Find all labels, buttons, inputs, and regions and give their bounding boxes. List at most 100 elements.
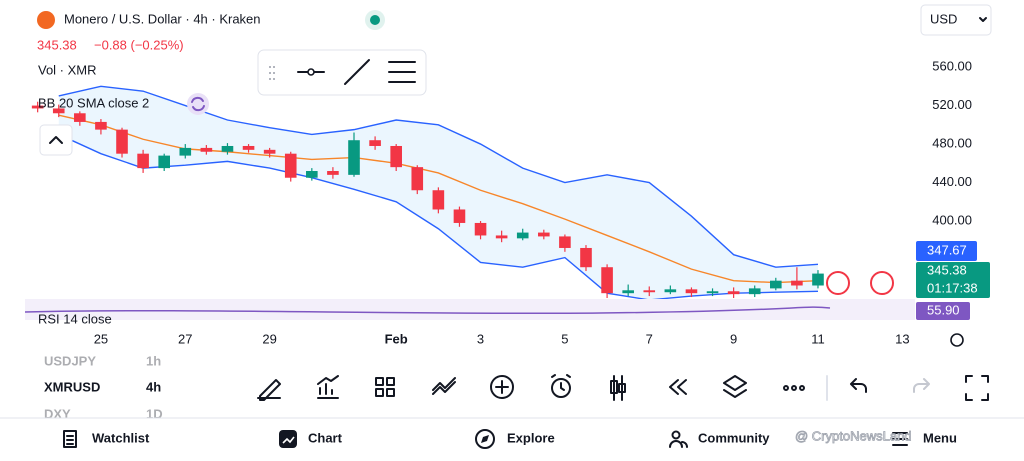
candle-body [31,105,44,109]
symbol: DXY [44,406,71,421]
redo-icon[interactable] [913,378,930,393]
symbol: USDJPY [44,353,96,368]
settings[interactable] [950,333,964,347]
bb-icon[interactable] [187,93,209,115]
y-tick-label: 440.00 [932,174,972,189]
symbol[interactable]: XMRUSD [44,379,100,394]
candle-body [685,289,698,294]
trend-tool[interactable] [344,59,370,85]
x-tick-label: 5 [561,331,568,346]
plot [31,85,824,301]
x-tick-label: Feb [385,331,408,346]
layers-icon[interactable] [723,375,747,398]
draw-icon[interactable] [257,379,281,401]
candle-body [727,291,740,295]
candle-body [601,267,613,294]
candle-body [664,289,677,293]
watchlist-icon [63,430,77,448]
rsi-pane [25,299,915,320]
fullscreen-icon[interactable] [965,375,989,401]
community-icon [669,440,688,448]
interval: 1D [146,406,163,421]
candle-body [432,190,445,210]
candle-body [306,171,318,178]
candle-body [158,155,170,169]
rsi-value: 55.90 [927,302,960,317]
rsi-line [24,306,831,315]
drawing-toolbar [257,49,427,96]
candle-body [495,235,508,239]
bb-icon-glyph [191,96,205,112]
drag-handle [269,66,275,80]
alert-glyph [551,374,571,391]
x-tick-label: 29 [262,331,276,346]
fib-tool[interactable] [388,61,416,83]
vol-label: Vol · XMR [38,62,97,77]
community-glyph [671,430,681,440]
candle-body [263,149,276,154]
candle-body [284,153,297,178]
more-icon[interactable] [783,385,789,391]
add-glyph [495,380,509,394]
undo-icon[interactable] [850,378,867,393]
candle-body [791,280,803,286]
candle-icon[interactable] [610,375,626,401]
candle-body [95,121,107,130]
collapse[interactable] [39,124,73,156]
nav-item[interactable]: Community [698,430,770,445]
alert-icon[interactable] [551,378,571,398]
x-tick-label: 3 [477,331,484,346]
candle-body [580,247,592,268]
watermark: @ CryptoNewsLand [795,428,912,443]
candle-body [559,236,571,248]
candle-body [706,291,719,294]
explore-icon [475,429,495,449]
rsi-tag [916,302,970,320]
bid-price: 347.67 [927,242,967,257]
candle-body [200,147,213,152]
add-icon[interactable] [490,375,514,399]
candle-body [116,129,128,154]
x-tick-label: 27 [178,331,192,346]
y-tick-label: 560.00 [932,59,972,74]
candle-body [74,113,86,122]
x-tick-label: 11 [811,331,825,346]
x-tick-label: 9 [730,331,737,346]
nav-item[interactable]: Explore [507,430,555,445]
y-tick-label: 400.00 [932,212,972,227]
nav-item[interactable]: Watchlist [92,430,150,445]
replay-icon[interactable] [669,379,687,395]
layout-icon[interactable] [375,377,395,397]
candle-body [221,145,234,152]
indicators-icon[interactable] [317,375,339,399]
change: −0.88 (−0.25%) [94,37,184,52]
chart-glyph [282,436,295,444]
event-flag[interactable] [826,271,850,295]
event-flag[interactable] [870,271,894,295]
logo [37,11,55,29]
more-dot [791,385,797,391]
last-tag [916,262,990,298]
nav-item[interactable]: Chart [308,430,343,445]
last-price: 345.38 [927,262,967,277]
title: Monero / U.S. Dollar · 4h · Kraken [64,11,261,26]
hline-dot [307,68,315,76]
candle-body [179,147,192,156]
candle-body [516,232,529,239]
compare-icon[interactable] [432,377,456,395]
chevron [979,17,987,22]
y-tick-label: 520.00 [932,97,972,112]
bb-label: BB 20 SMA close 2 [38,95,149,110]
candle-body [348,140,360,175]
band-upper [58,85,819,268]
candle-body [369,140,381,146]
rsi-label: RSI 14 close [38,311,112,326]
price: 345.38 [37,37,77,52]
interval[interactable]: 4h [146,379,161,394]
candle-body [812,273,824,286]
nav-item[interactable]: Menu [923,430,957,445]
currency-select[interactable] [920,4,992,36]
candle-body [622,290,634,294]
currency: USD [930,11,957,26]
candle-body [643,290,656,293]
